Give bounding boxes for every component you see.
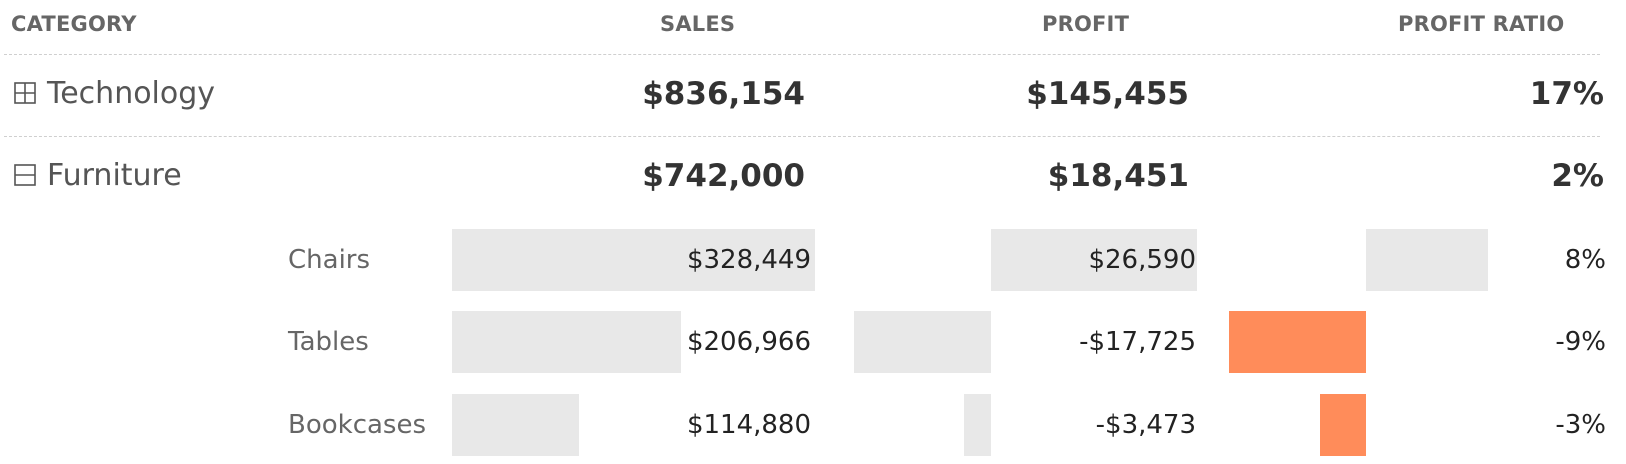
category-ratio-value: 2% xyxy=(1551,158,1604,194)
subcategory-sales-value: $328,449 xyxy=(686,245,811,275)
header-sales[interactable]: SALES xyxy=(660,12,736,36)
profit-bar xyxy=(853,311,991,373)
subcategory-row-chairs[interactable]: Chairs $328,449 $26,590 8% xyxy=(0,229,1626,293)
profit-bar xyxy=(991,229,1197,291)
subcategory-sales-value: $114,880 xyxy=(686,410,811,440)
expand-plus-icon[interactable] xyxy=(14,82,36,104)
category-row-technology[interactable]: Technology $836,154 $145,455 17% xyxy=(0,66,1626,126)
category-label: Furniture xyxy=(47,158,182,193)
subcategory-label: Bookcases xyxy=(288,410,427,440)
subcategory-ratio-value: -3% xyxy=(1555,410,1606,440)
category-profit-value: $18,451 xyxy=(1047,158,1189,194)
collapse-minus-icon[interactable] xyxy=(14,164,36,186)
category-divider xyxy=(4,136,1600,137)
profit-bar xyxy=(964,394,991,456)
subcategory-row-tables[interactable]: Tables $206,966 -$17,725 -9% xyxy=(0,311,1626,375)
profit-ratio-bar xyxy=(1228,311,1366,373)
header-category[interactable]: CATEGORY xyxy=(11,12,137,36)
subcategory-sales-value: $206,966 xyxy=(686,327,811,357)
sales-bar xyxy=(452,229,815,291)
subcategory-ratio-value: 8% xyxy=(1564,245,1606,275)
subcategory-profit-value: -$17,725 xyxy=(1079,327,1196,357)
header-profit-ratio[interactable]: PROFIT RATIO xyxy=(1398,12,1565,36)
category-row-furniture[interactable]: Furniture $742,000 $18,451 2% xyxy=(0,148,1626,208)
category-ratio-value: 17% xyxy=(1529,76,1604,112)
category-sales-value: $742,000 xyxy=(642,158,805,194)
profit-ratio-bar xyxy=(1320,394,1366,456)
subcategory-profit-value: $26,590 xyxy=(1088,245,1196,275)
category-sales-value: $836,154 xyxy=(642,76,805,112)
subcategory-profit-value: -$3,473 xyxy=(1095,410,1196,440)
subcategory-label: Tables xyxy=(288,327,369,357)
subcategory-row-bookcases[interactable]: Bookcases $114,880 -$3,473 -3% xyxy=(0,394,1626,458)
subcategory-label: Chairs xyxy=(288,245,371,275)
profit-ratio-bar xyxy=(1366,229,1488,291)
category-label: Technology xyxy=(47,76,216,111)
sales-bar xyxy=(452,394,579,456)
category-profit-value: $145,455 xyxy=(1026,76,1189,112)
sales-bar xyxy=(452,311,681,373)
header-divider xyxy=(4,54,1600,55)
header-profit[interactable]: PROFIT xyxy=(1042,12,1130,36)
subcategory-ratio-value: -9% xyxy=(1555,327,1606,357)
